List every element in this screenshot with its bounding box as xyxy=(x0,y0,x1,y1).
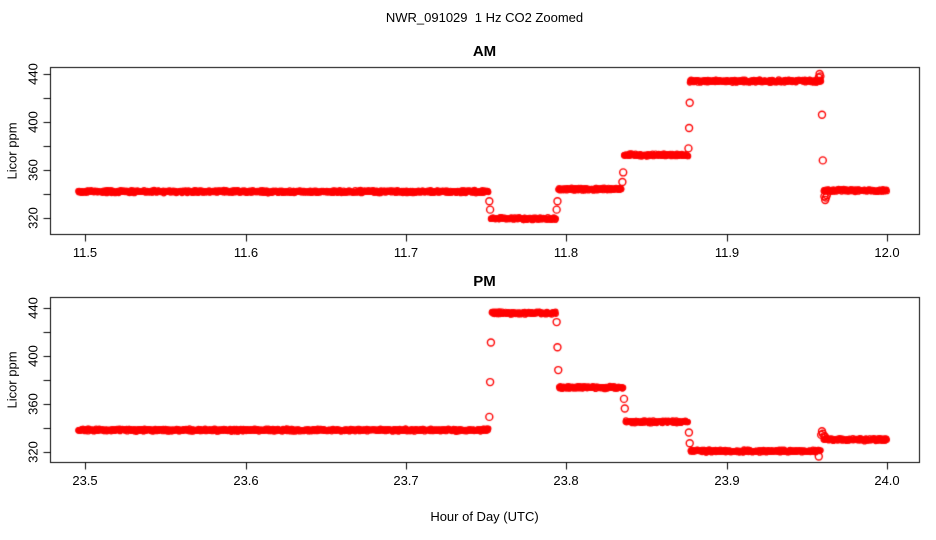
pm-y-axis-label: Licor ppm xyxy=(4,350,20,409)
am-y-axis-label: Licor ppm xyxy=(4,121,20,180)
am-x-tick-label: 11.9 xyxy=(714,245,740,260)
am-y-tick-label: 360 xyxy=(25,159,41,181)
pm-y-tick-label: 400 xyxy=(25,344,41,367)
pm-x-tick-label: 23.5 xyxy=(72,473,98,488)
pm-x-tick-label: 23.9 xyxy=(714,473,740,488)
am-y-tick-label: 400 xyxy=(25,111,41,133)
pm-panel-title: PM xyxy=(473,273,496,290)
pm-y-tick-label: 360 xyxy=(25,392,41,415)
am-y-tick-label: 320 xyxy=(25,207,41,229)
pm-x-tick-label: 23.8 xyxy=(553,473,579,488)
x-axis-label: Hour of Day (UTC) xyxy=(430,509,539,524)
am-x-tick-label: 11.8 xyxy=(553,245,579,260)
pm-y-tick-label: 320 xyxy=(25,440,41,463)
am-x-tick-label: 11.6 xyxy=(233,245,259,260)
pm-x-tick-label: 23.6 xyxy=(233,473,259,488)
figure-title: NWR_091029 1 Hz CO2 Zoomed xyxy=(385,10,584,25)
am-x-tick-label: 11.7 xyxy=(393,245,419,260)
am-y-tick-label: 440 xyxy=(25,63,41,85)
pm-x-tick-label: 24.0 xyxy=(874,473,900,488)
am-x-tick-label: 11.5 xyxy=(72,245,98,260)
am-panel-title: AM xyxy=(472,43,497,60)
pm-y-tick-label: 440 xyxy=(25,296,41,319)
pm-x-tick-label: 23.7 xyxy=(393,473,419,488)
am-x-tick-label: 12.0 xyxy=(874,245,900,260)
